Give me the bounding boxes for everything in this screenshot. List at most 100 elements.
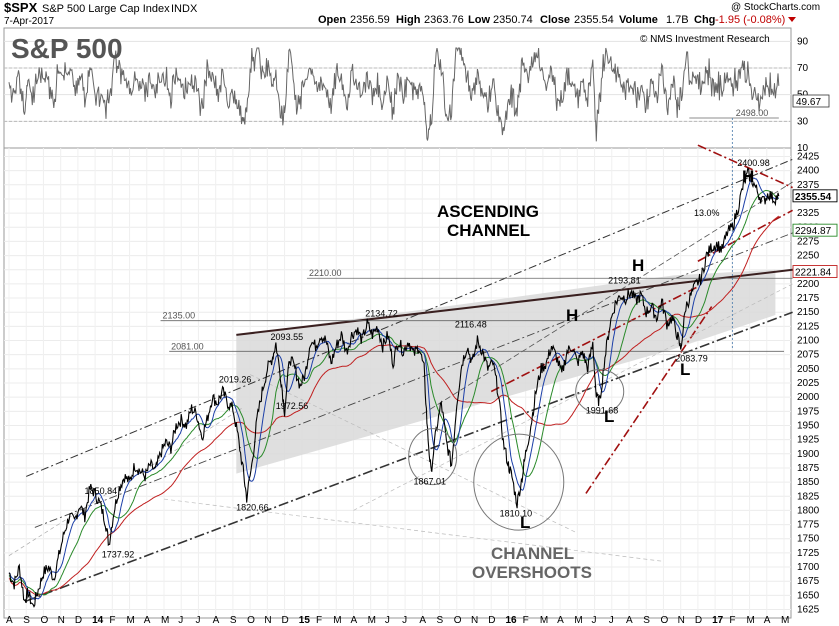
x-tick-label: J [609,615,614,626]
price-tick-label: 2100 [797,336,820,347]
x-tick-label: N [471,615,478,626]
price-tick-label: 2275 [797,236,820,247]
price-annotations: 1850.84 1737.92 1820.66 2019.26 1972.56 2093.… [85,158,770,559]
exchange: INDX [171,3,198,15]
x-tick-label: F [109,615,115,626]
price-tick-label: 1725 [797,548,820,559]
neckline-left [490,286,699,393]
x-tick-label: A [213,615,220,626]
rsi-tick-label: 10 [797,143,809,154]
x-tick-label: M [574,615,582,626]
l-label-right: L [680,360,690,379]
x-tick-label: S [643,615,650,626]
rsi-value-box [792,94,830,108]
x-tick-label: 17 [712,615,724,626]
channel-mid-line [34,232,793,528]
faint-trend-1 [8,408,242,557]
x-tick-label: O [247,615,255,626]
down-arrow-icon [788,17,796,22]
y-value-label: 2294.87 [795,226,832,237]
price-tick-label: 2250 [797,251,820,262]
price-tick-label: 2175 [797,293,820,304]
x-tick-label: N [264,615,271,626]
price-annotation: 1867.01 [414,476,447,486]
price-annotation: 1737.92 [102,550,135,560]
x-tick-label: A [419,615,426,626]
price-annotation: 2400.98 [737,158,770,168]
price-tick-label: 2025 [797,378,820,389]
x-tick-label: M [368,615,376,626]
x-tick-label: M [540,615,548,626]
x-tick-label: M [161,615,169,626]
x-tick-label: N [678,615,685,626]
x-tick-label: M [781,615,789,626]
x-tick-label: M [127,615,135,626]
level-label: 2210.00 [309,268,342,278]
price-tick-label: 2075 [797,350,820,361]
level-label: 2498.00 [736,108,769,118]
moving-average-mid [8,189,780,596]
support-uptrend [585,306,713,494]
overshoot-circle [408,428,458,486]
x-tick-label: 15 [299,615,311,626]
inner-channel-line [422,181,793,415]
y-value-box [792,189,838,203]
price-annotation: 2193.81 [608,275,641,285]
price-tick-label: 1775 [797,520,820,531]
ascending-label-1: ASCENDING [437,202,539,221]
h-label-left: H [566,306,578,325]
x-tick-label: M [747,615,755,626]
y-value-label: 2221.84 [795,268,832,279]
l-label-bottom: L [520,513,530,532]
price-annotation: 2134.72 [365,309,398,319]
x-tick-label: O [660,615,668,626]
x-tick-label: F [523,615,529,626]
x-tick-label: F [316,615,322,626]
price-tick-label: 1675 [797,576,820,587]
volume-value: 1.7B [666,14,689,26]
price-tick-label: 2050 [797,364,820,375]
h-label-top: H [742,167,754,186]
close-value: 2355.54 [574,14,614,26]
research-credit: © NMS Investment Research [640,34,770,45]
price-tick-label: 2200 [797,279,820,290]
price-tick-label: 1975 [797,406,820,417]
rsi-frame [3,27,792,149]
x-tick-label: N [58,615,65,626]
x-tick-label: J [592,615,597,626]
chg-value: -1.95 (-0.08%) [715,14,785,26]
price-annotation: 2116.48 [455,319,487,329]
price-tick-label: 1650 [797,590,820,601]
chart-header: $SPX S&P 500 Large Cap Index INDX @ Stoc… [4,0,820,27]
index-name: S&P 500 Large Cap Index [42,3,170,15]
x-tick-label: S [437,615,444,626]
price-tick-label: 1900 [797,449,820,460]
open-value: 2356.59 [350,14,390,26]
price-annotation: 1850.84 [85,486,118,496]
symbol: $SPX [4,0,38,15]
volume-label: Volume [619,14,658,26]
x-tick-label: O [40,615,48,626]
price-tick-label: 2150 [797,307,820,318]
rsi-tick-label: 30 [797,116,809,127]
price-tick-label: 1700 [797,562,820,573]
rsi-tick-label: 70 [797,63,809,74]
x-tick-label: O [454,615,462,626]
price-tick-label: 1950 [797,420,820,431]
chg-label: Chg [694,14,715,26]
x-tick-label: D [695,615,702,626]
price-tick-label: 2125 [797,321,820,332]
x-tick-label: A [6,615,13,626]
price-panel: 2498.00 2210.00 2135.00 2081.00 1850.84 1737… [3,108,838,626]
x-tick-label: J [178,615,183,626]
l-label-mid: L [604,407,614,426]
x-tick-label: J [402,615,407,626]
price-tick-label: 2375 [797,180,820,191]
high-label: High [396,14,421,26]
price-annotation: 2019.26 [219,374,252,384]
upper-wedge-line [697,144,793,189]
x-tick-label: 16 [505,615,517,626]
low-value: 2350.74 [493,14,533,26]
x-tick-label: D [488,615,495,626]
